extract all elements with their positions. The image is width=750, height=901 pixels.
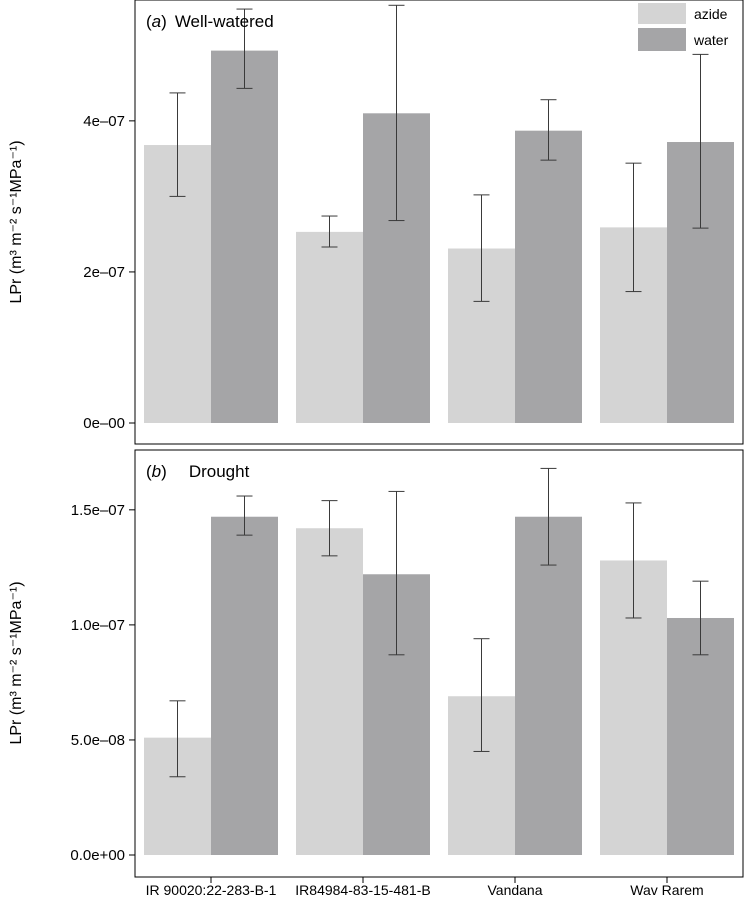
panel-a-title-text: Well-watered bbox=[175, 12, 274, 31]
legend-label-azide: azide bbox=[694, 6, 728, 22]
panel-b-tag: b bbox=[152, 462, 161, 481]
ytick-label-a-0: 0e–00 bbox=[83, 415, 125, 432]
legend-swatch-water bbox=[638, 28, 686, 51]
ytick-label-b-3: 1.5e–07 bbox=[71, 502, 125, 519]
bar-b-azide-1 bbox=[296, 528, 363, 855]
panel-b-title: (b) Drought bbox=[146, 462, 250, 481]
xtick-label-3: Wav Rarem bbox=[630, 882, 703, 898]
bar-b-water-0 bbox=[211, 516, 278, 855]
panel-b-ylabel: LPr (m³ m⁻² s⁻¹MPa⁻¹) bbox=[8, 581, 25, 744]
panel-a-ylabel: LPr (m³ m⁻² s⁻¹MPa⁻¹) bbox=[8, 140, 25, 303]
xtick-label-2: Vandana bbox=[487, 882, 542, 898]
ytick-label-a-2: 4e–07 bbox=[83, 113, 125, 130]
bar-b-water-3 bbox=[667, 617, 734, 855]
ytick-label-b-2: 1.0e–07 bbox=[71, 617, 125, 634]
bar-a-azide-1 bbox=[296, 231, 363, 423]
axes-layer: 0e–00 2e–07 4e–07 0.0e+00 5.0e–08 1.0e–07 1.5e… bbox=[70, 113, 703, 898]
panel-b-title-text: Drought bbox=[189, 462, 250, 481]
xtick-label-1: IR84984-83-15-481-B bbox=[295, 882, 430, 898]
error-bars-layer bbox=[169, 4, 709, 778]
bar-b-water-2 bbox=[515, 516, 582, 855]
legend: azide water bbox=[638, 3, 729, 51]
ytick-label-a-1: 2e–07 bbox=[83, 264, 125, 281]
panel-a-title: (a) Well-watered bbox=[146, 12, 274, 31]
bar-a-water-2 bbox=[515, 130, 582, 423]
ytick-label-b-0: 0.0e+00 bbox=[70, 847, 125, 864]
legend-label-water: water bbox=[693, 32, 729, 48]
panel-a-tag: a bbox=[152, 12, 161, 31]
legend-swatch-azide bbox=[638, 3, 686, 24]
bar-a-water-0 bbox=[211, 50, 278, 424]
ytick-label-b-1: 5.0e–08 bbox=[71, 732, 125, 749]
xtick-label-0: IR 90020:22-283-B-1 bbox=[146, 882, 277, 898]
